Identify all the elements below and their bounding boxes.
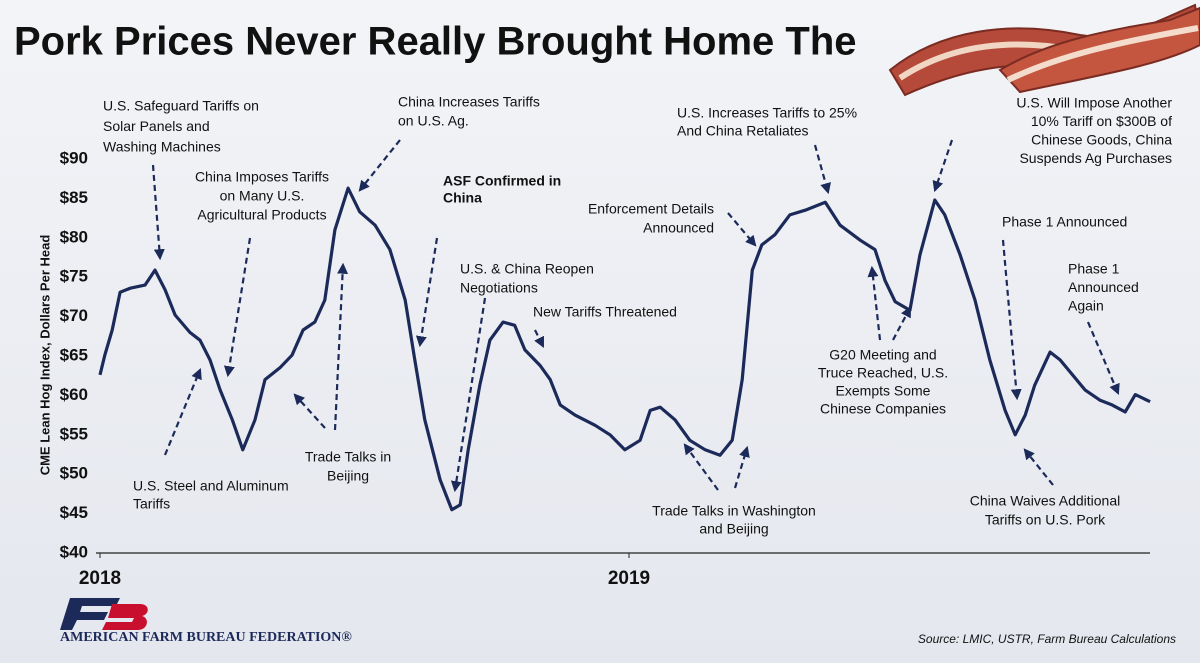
annotation-arrow <box>223 237 252 378</box>
annotation: U.S. Safeguard Tariffs on <box>103 98 259 114</box>
annotation: China Waives Additional <box>970 493 1120 509</box>
annotation: New Tariffs Threatened <box>533 304 677 320</box>
annotation: on U.S. Ag. <box>398 113 469 129</box>
annotation: U.S. Will Impose Another <box>1016 95 1172 111</box>
source: Source: LMIC, USTR, Farm Bureau Calculat… <box>918 632 1176 646</box>
annotation-arrow <box>1023 448 1054 486</box>
annotation: Announced <box>1068 279 1139 295</box>
annotation: ASF Confirmed in <box>443 173 561 189</box>
annotation: Tariffs <box>133 496 170 512</box>
y-tick-label: $40 <box>60 542 88 561</box>
logo-text: AMERICAN FARM BUREAU FEDERATION® <box>60 630 352 645</box>
annotation-arrow <box>892 306 912 341</box>
annotation: Beijing <box>327 468 369 484</box>
annotation-arrow <box>293 393 326 429</box>
annotation: U.S. Steel and Aluminum <box>133 478 289 494</box>
y-tick-label: $45 <box>60 503 88 522</box>
annotation: And China Retaliates <box>677 123 809 139</box>
annotation: China Imposes Tariffs <box>195 169 329 185</box>
annotation: Washing Machines <box>103 139 221 155</box>
y-tick-label: $65 <box>60 345 88 364</box>
annotation: Negotiations <box>460 280 538 296</box>
annotation-arrow <box>333 262 349 431</box>
annotation-arrow <box>813 144 831 195</box>
annotation-arrow <box>727 212 757 247</box>
annotation-arrow <box>415 237 439 348</box>
data-line <box>98 186 1151 512</box>
annotation-arrow <box>1001 239 1022 401</box>
y-tick-label: $70 <box>60 306 88 325</box>
annotation: Truce Reached, U.S. <box>818 365 948 381</box>
annotation-arrow <box>534 329 544 348</box>
annotation: on Many U.S. <box>220 188 305 204</box>
y-tick-label: $50 <box>60 464 88 483</box>
annotation: Phase 1 Announced <box>1002 214 1127 230</box>
annotation: Phase 1 <box>1068 261 1120 277</box>
logo <box>60 598 148 630</box>
y-tick-label: $90 <box>60 148 88 167</box>
annotation: Solar Panels and <box>103 118 210 134</box>
y-axis-label: CME Lean Hog Index, Dollars Per Head <box>37 235 52 476</box>
y-tick-label: $85 <box>60 188 88 207</box>
annotation-arrow <box>867 265 882 341</box>
y-tick-label: $80 <box>60 227 88 246</box>
annotation-arrow <box>450 297 487 493</box>
y-tick-label: $75 <box>60 267 88 286</box>
annotation: China <box>443 190 482 206</box>
annotation-arrow <box>151 164 165 261</box>
annotation: Suspends Ag Purchases <box>1019 150 1172 166</box>
annotation: Announced <box>643 220 714 236</box>
annotation: G20 Meeting and <box>829 347 936 363</box>
annotation: and Beijing <box>699 521 768 537</box>
bacon-illustration <box>888 3 1200 97</box>
chart-title: Pork Prices Never Really Brought Home Th… <box>14 20 857 64</box>
annotation-arrow <box>163 367 202 456</box>
annotation: Trade Talks in <box>305 449 391 465</box>
annotation-arrow <box>358 139 401 192</box>
annotation: Exempts Some <box>836 383 931 399</box>
annotation-arrow <box>733 445 750 489</box>
annotation: Trade Talks in Washington <box>652 503 816 519</box>
annotation: 10% Tariff on $300B of <box>1031 113 1172 129</box>
annotation: Agricultural Products <box>197 207 326 223</box>
y-tick-label: $55 <box>60 424 88 443</box>
annotation-arrow <box>932 139 954 193</box>
y-tick-label: $60 <box>60 385 88 404</box>
annotation: Again <box>1068 298 1104 314</box>
x-tick-label: 2019 <box>608 568 650 589</box>
annotation: Chinese Goods, China <box>1031 132 1172 148</box>
annotation: U.S. & China Reopen <box>460 261 594 277</box>
x-tick-label: 2018 <box>79 568 121 589</box>
annotation: Chinese Companies <box>820 401 946 417</box>
annotation: Tariffs on U.S. Pork <box>985 512 1106 528</box>
annotation: Enforcement Details <box>588 201 714 217</box>
annotation-arrow <box>1086 321 1120 396</box>
annotation: China Increases Tariffs <box>398 94 540 110</box>
annotation: U.S. Increases Tariffs to 25% <box>677 105 857 121</box>
